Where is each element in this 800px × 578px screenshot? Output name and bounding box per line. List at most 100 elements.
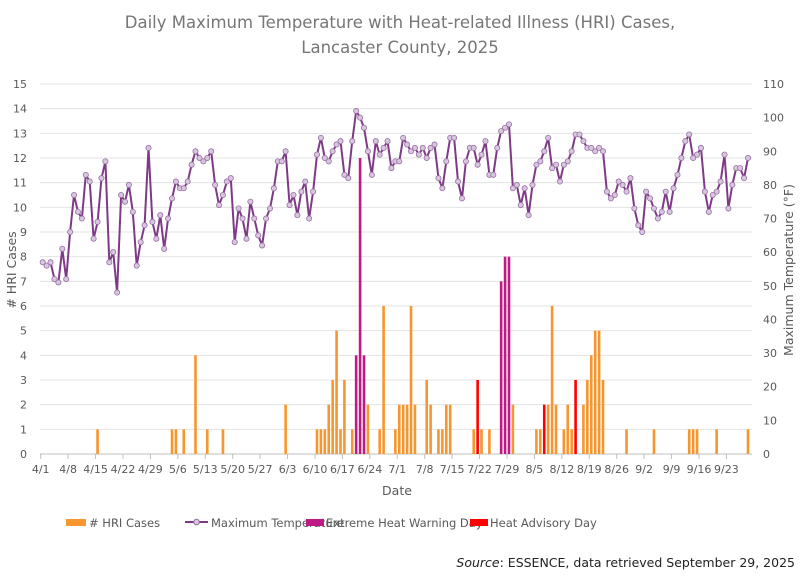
- x-tick-label: 7/1: [388, 463, 406, 476]
- temperature-point: [208, 148, 215, 155]
- bar-hri-cases: [715, 429, 718, 454]
- temperature-point: [192, 148, 199, 155]
- temperature-point: [63, 276, 70, 283]
- bars: [96, 158, 750, 454]
- bar-hri-cases: [366, 404, 370, 454]
- temperature-point: [325, 158, 332, 165]
- bar-hri-cases: [562, 429, 566, 454]
- temperature-point: [741, 175, 748, 182]
- temperature-point: [212, 181, 219, 188]
- bar-heat-advisory-day: [542, 404, 546, 454]
- temperature-point: [513, 181, 520, 188]
- bar-hri-cases: [652, 429, 656, 454]
- temperature-point: [458, 195, 465, 202]
- legend-label-temperature: Maximum Temperature: [211, 516, 344, 530]
- temperature-point: [560, 161, 567, 168]
- temperature-point: [670, 185, 677, 192]
- temperature-point: [600, 148, 607, 155]
- bar-hri-cases: [405, 404, 409, 454]
- left-tick-label: 14: [13, 103, 27, 116]
- x-tick-label: 4/15: [83, 463, 108, 476]
- temperature-point: [470, 144, 477, 151]
- right-axis-label: Maximum Temperature (°F): [781, 184, 796, 356]
- temperature-point: [180, 185, 187, 192]
- temperature-point: [431, 141, 438, 148]
- bar-hri-cases: [554, 404, 558, 454]
- temperature-point: [86, 178, 93, 185]
- temperature-point: [400, 134, 407, 141]
- bar-hri-cases: [448, 404, 452, 454]
- temperature-point: [556, 178, 563, 185]
- bar-hri-cases: [582, 404, 585, 454]
- temperature-point: [517, 202, 524, 209]
- left-tick-label: 6: [20, 300, 27, 313]
- temperature-point: [643, 188, 650, 195]
- temperature-point: [529, 181, 536, 188]
- temperature-point: [102, 158, 109, 165]
- x-tick-label: 7/8: [416, 463, 434, 476]
- temperature-point: [494, 144, 501, 151]
- bar-hri-cases: [382, 306, 385, 454]
- temperature-point: [71, 191, 78, 198]
- bar-extreme-heat-warning-day: [362, 355, 366, 454]
- temperature-series-line: [42, 109, 749, 294]
- temperature-point: [376, 151, 383, 158]
- temperature-point: [709, 191, 716, 198]
- bar-hri-cases: [488, 429, 491, 454]
- temperature-point: [302, 178, 309, 185]
- temperature-point: [588, 144, 595, 151]
- left-tick-label: 7: [20, 275, 27, 288]
- temperature-point: [537, 158, 544, 165]
- bar-hri-cases: [96, 429, 99, 454]
- left-tick-label: 1: [20, 423, 27, 436]
- temperature-point: [98, 175, 105, 182]
- temperature-point: [341, 171, 348, 178]
- temperature-point: [129, 208, 136, 215]
- temperature-point: [380, 144, 387, 151]
- temperature-point: [306, 215, 313, 222]
- temperature-point: [165, 215, 172, 222]
- chart-title-line2: Lancaster County, 2025: [301, 38, 498, 57]
- temperature-point: [725, 205, 732, 212]
- bar-hri-cases: [695, 429, 699, 454]
- temperature-point: [333, 141, 340, 148]
- x-tick-label: 5/20: [220, 463, 245, 476]
- bar-hri-cases: [480, 429, 483, 454]
- temperature-point: [627, 175, 634, 182]
- bar-hri-cases: [194, 355, 197, 454]
- gridlines: [40, 83, 752, 455]
- right-tick-label: 50: [763, 280, 777, 293]
- temperature-point: [259, 242, 266, 249]
- temperature-point: [686, 131, 693, 138]
- temperature-point: [658, 208, 665, 215]
- temperature-point: [114, 289, 121, 296]
- temperature-point: [90, 235, 97, 242]
- left-tick-label: 2: [20, 399, 27, 412]
- bar-hri-cases: [315, 429, 319, 454]
- temperature-point: [282, 148, 289, 155]
- temperature-point: [337, 138, 344, 145]
- x-tick-label: 5/13: [193, 463, 218, 476]
- temperature-point: [408, 148, 415, 155]
- temperature-point: [239, 215, 246, 222]
- temperature-point: [654, 215, 661, 222]
- bar-hri-cases: [597, 330, 601, 454]
- temperature-point: [580, 138, 587, 145]
- left-tick-label: 11: [13, 177, 27, 190]
- temperature-point: [729, 181, 736, 188]
- temperature-point: [133, 262, 140, 269]
- temperature-point: [455, 178, 462, 185]
- x-tick-label: 7/22: [467, 463, 492, 476]
- temperature-point: [423, 154, 430, 161]
- temperature-point: [172, 178, 179, 185]
- right-tick-label: 20: [763, 381, 777, 394]
- temperature-point: [404, 141, 411, 148]
- temperature-point: [43, 262, 50, 269]
- temperature-point: [697, 144, 704, 151]
- temperature-point: [141, 222, 148, 229]
- temperature-point: [674, 171, 681, 178]
- bar-hri-cases: [401, 404, 405, 454]
- temperature-point: [666, 208, 673, 215]
- temperature-point: [435, 175, 442, 182]
- temperature-point: [51, 276, 58, 283]
